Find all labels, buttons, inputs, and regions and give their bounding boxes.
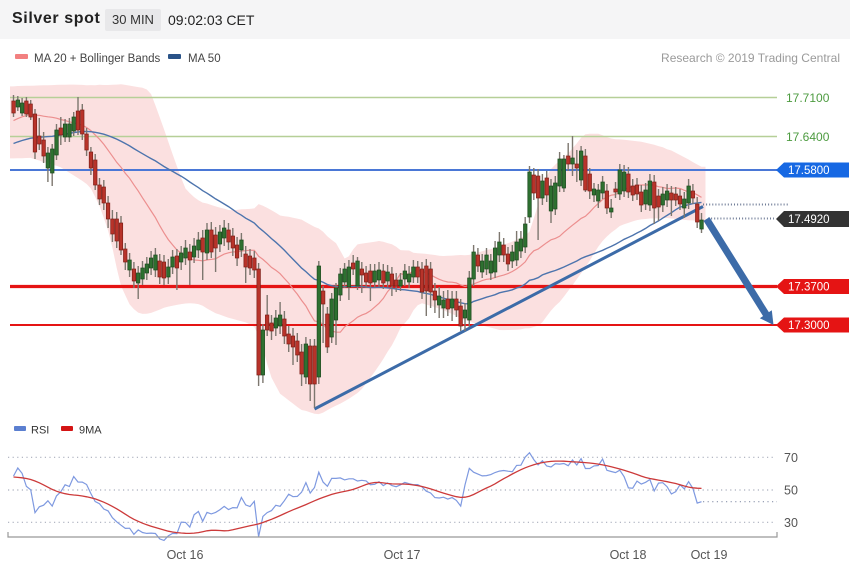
svg-text:17.3000: 17.3000 (788, 320, 830, 332)
svg-text:RSI: RSI (31, 425, 49, 437)
svg-text:17.6400: 17.6400 (786, 130, 830, 144)
svg-text:Oct 17: Oct 17 (384, 548, 421, 562)
svg-text:17.5800: 17.5800 (788, 165, 830, 177)
svg-text:Oct 19: Oct 19 (691, 548, 728, 562)
svg-text:17.7100: 17.7100 (786, 91, 830, 105)
svg-text:30: 30 (784, 516, 798, 530)
svg-text:17.3700: 17.3700 (788, 282, 830, 294)
svg-text:9MA: 9MA (79, 425, 102, 437)
svg-text:17.4920: 17.4920 (788, 214, 830, 226)
svg-text:70: 70 (784, 451, 798, 465)
svg-text:Research © 2019 Trading Centra: Research © 2019 Trading Central (661, 51, 840, 65)
svg-text:50: 50 (784, 484, 798, 498)
svg-text:MA 20 + Bollinger Bands: MA 20 + Bollinger Bands (34, 53, 161, 65)
svg-text:Oct 18: Oct 18 (610, 548, 647, 562)
svg-text:Oct 16: Oct 16 (167, 548, 204, 562)
svg-text:MA 50: MA 50 (188, 53, 221, 65)
